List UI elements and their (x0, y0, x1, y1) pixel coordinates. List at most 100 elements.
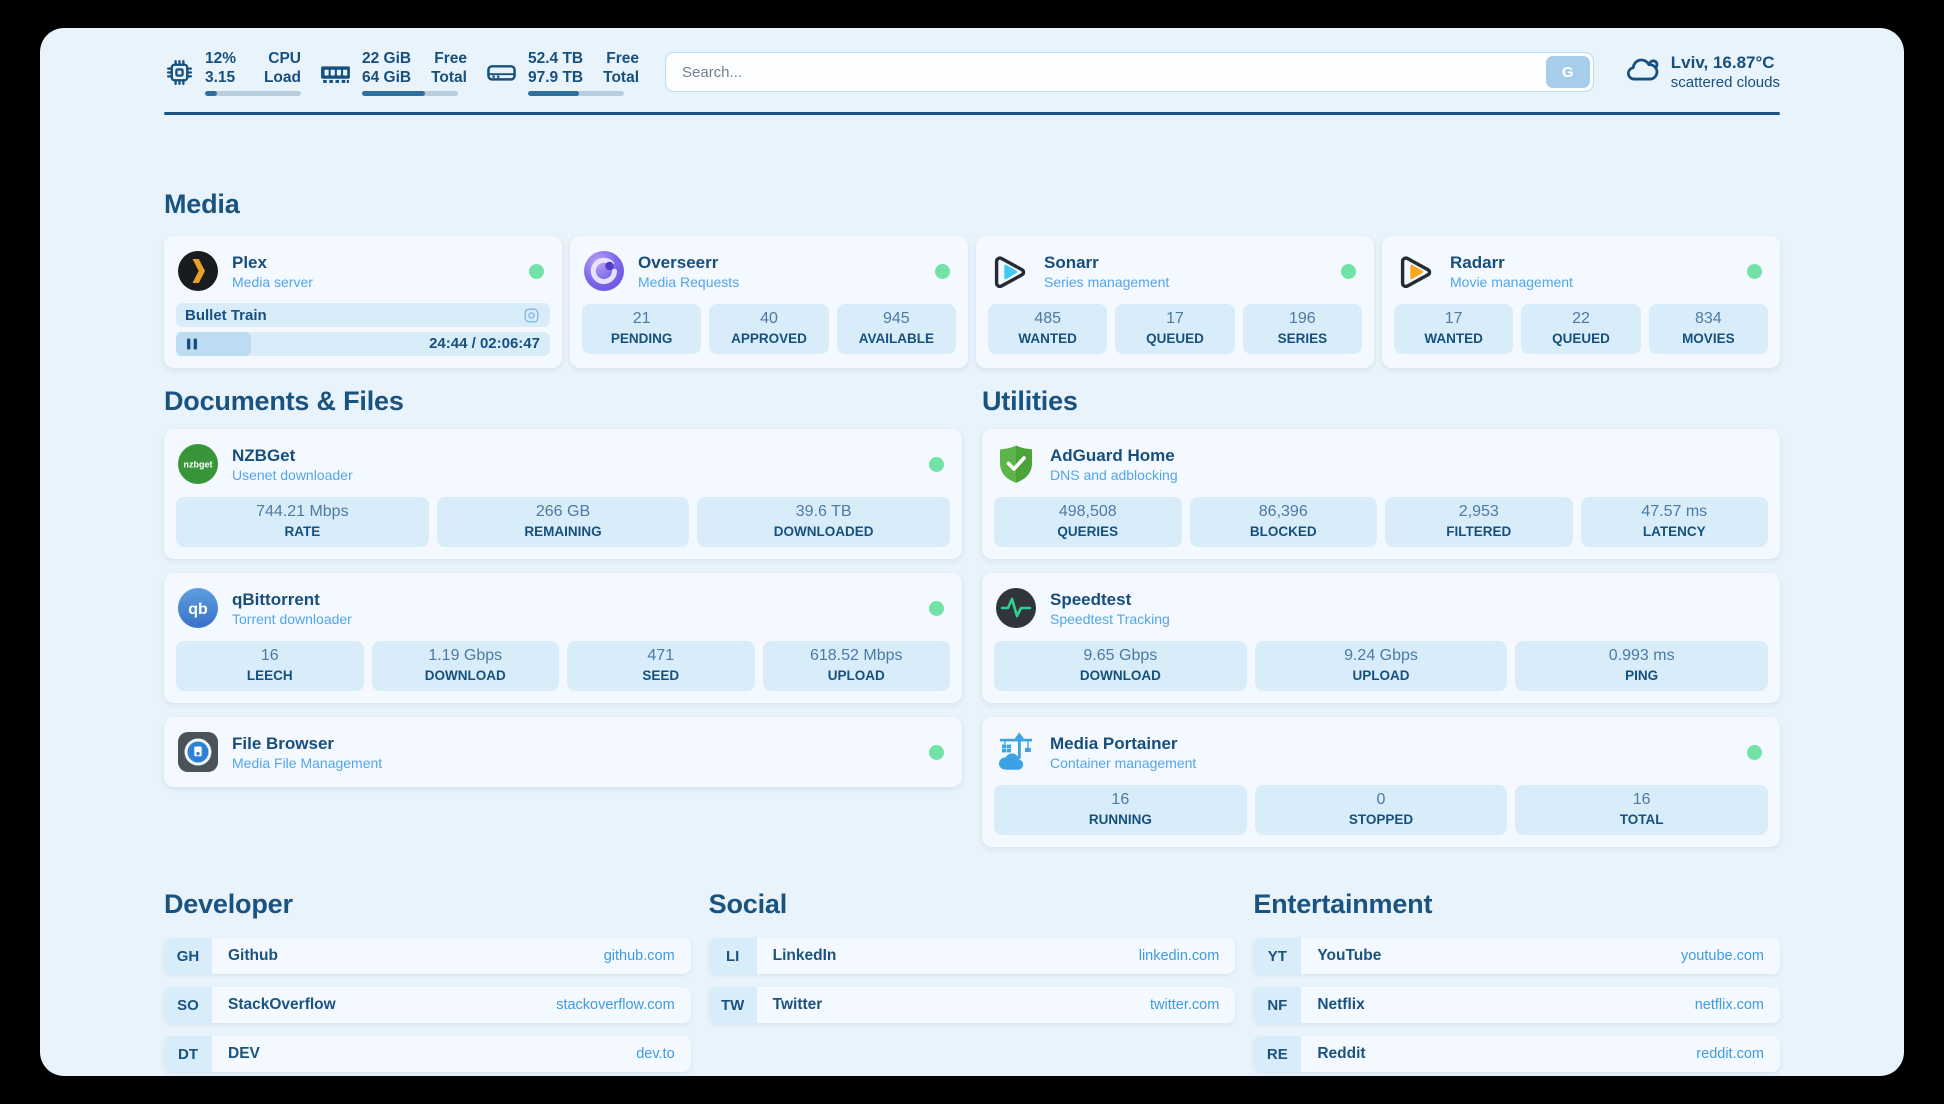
stat-box: 471 SEED (567, 641, 755, 691)
bookmark-abbr: YT (1253, 938, 1302, 974)
bookmark-youtube[interactable]: YT YouTube youtube.com (1253, 938, 1780, 974)
cpu-load-value: 3.15 (205, 68, 236, 86)
service-card-radarr[interactable]: Radarr Movie management 17 WANTED 22 QUEUE… (1382, 236, 1780, 368)
now-playing-title: Bullet Train (185, 306, 267, 324)
pause-icon (185, 337, 199, 356)
service-card-adguard[interactable]: AdGuard Home DNS and adblocking 498,508 Q… (982, 429, 1780, 559)
cpu-widget: 12% CPU 3.15 Load (164, 49, 301, 96)
stat-box: 86,396 BLOCKED (1189, 497, 1377, 547)
bookmark-twitter[interactable]: TW Twitter twitter.com (708, 987, 1236, 1023)
status-dot (1747, 744, 1762, 760)
cpu-label: CPU (268, 49, 301, 67)
status-dot (1747, 263, 1762, 279)
service-card-overseerr[interactable]: Overseerr Media Requests 21 PENDING 40 APP… (570, 236, 968, 368)
weather-condition: scattered clouds (1670, 74, 1780, 91)
bookmark-domain: youtube.com (1680, 948, 1764, 964)
bookmark-domain: stackoverflow.com (556, 997, 675, 1013)
bookmark-netflix[interactable]: NF Netflix netflix.com (1253, 987, 1780, 1023)
stat-box: 16 TOTAL (1515, 785, 1768, 835)
speedtest-pulse-icon (994, 586, 1038, 630)
stat-box: 9.24 Gbps UPLOAD (1254, 641, 1508, 691)
service-description: Speedtest Tracking (1050, 610, 1170, 627)
stat-box: 17 QUEUED (1115, 304, 1235, 354)
stat-box: 21 PENDING (582, 304, 702, 354)
bookmark-dev[interactable]: DT DEV dev.to (164, 1036, 691, 1072)
disk-total-value: 97.9 TB (527, 68, 584, 86)
disk-total-label: Total (603, 68, 639, 86)
bookmark-linkedin[interactable]: LI LinkedIn linkedin.com (708, 938, 1236, 974)
service-description: DNS and adblocking (1050, 466, 1178, 483)
section-title-entertainment: Entertainment (1253, 889, 1433, 919)
bookmark-domain: netflix.com (1694, 997, 1764, 1013)
service-name: AdGuard Home (1050, 445, 1175, 465)
weather-location: Lviv, 16.87°C (1670, 53, 1775, 72)
overseerr-icon (582, 249, 626, 293)
service-name: Radarr (1450, 252, 1505, 272)
stat-box: 744.21 Mbps RATE (176, 497, 429, 547)
cpu-progress-bar (205, 90, 301, 96)
now-playing-row: Bullet Train (176, 303, 550, 327)
service-description: Usenet downloader (232, 466, 353, 483)
stat-box: 40 APPROVED (709, 304, 829, 354)
memory-total-value: 64 GiB (362, 68, 412, 86)
bookmark-domain: linkedin.com (1138, 948, 1220, 964)
bookmark-abbr: LI (708, 938, 757, 974)
section-title-documents: Documents & Files (164, 386, 404, 416)
bookmark-abbr: TW (708, 987, 757, 1023)
disk-free-value: 52.4 TB (527, 49, 584, 67)
disk-widget: 52.4 TB Free 97.9 TB Total (485, 49, 639, 96)
service-name: qBittorrent (232, 589, 320, 609)
now-playing-view-icon (522, 306, 541, 325)
service-name: Sonarr (1044, 252, 1099, 272)
service-card-nzbget[interactable]: nzbget NZBGet Usenet downloader 744.21 M… (164, 429, 962, 559)
service-card-qbittorrent[interactable]: qb qBittorrent Torrent downloader 16 LEEC… (164, 573, 962, 703)
service-name: File Browser (232, 733, 335, 753)
section-title-media: Media (164, 189, 240, 219)
bookmark-abbr: DT (164, 1036, 212, 1072)
system-widgets: 12% CPU 3.15 Load (164, 49, 639, 96)
svg-text:qb: qb (188, 601, 208, 618)
section-title-utilities: Utilities (982, 386, 1078, 416)
section-title-social: Social (708, 889, 788, 919)
status-dot (1341, 263, 1356, 279)
search-provider-button[interactable]: G (1545, 56, 1590, 88)
search-input[interactable] (665, 52, 1594, 92)
service-card-speedtest[interactable]: Speedtest Speedtest Tracking 9.65 Gbps DO… (982, 573, 1780, 703)
service-card-portainer[interactable]: Media Portainer Container management 16 R… (982, 717, 1780, 847)
topbar-divider (164, 112, 1780, 115)
stat-box: 834 MOVIES (1648, 304, 1768, 354)
stat-box: 47.57 ms LATENCY (1580, 497, 1768, 547)
stat-box: 39.6 TB DOWNLOADED (697, 497, 950, 547)
section-title-developer: Developer (164, 889, 293, 919)
bookmark-github[interactable]: GH Github github.com (164, 938, 691, 974)
disk-progress-bar (527, 90, 624, 96)
service-description: Media File Management (232, 754, 383, 771)
service-card-sonarr[interactable]: Sonarr Series management 485 WANTED 17 QUE… (976, 236, 1374, 368)
bookmark-name: DEV (228, 1045, 260, 1062)
disk-free-label: Free (606, 49, 639, 67)
stat-box: 945 AVAILABLE (836, 304, 956, 354)
bookmark-domain: dev.to (636, 1046, 675, 1062)
service-name: Overseerr (638, 252, 719, 272)
service-description: Container management (1050, 754, 1197, 771)
bookmark-abbr: NF (1253, 987, 1302, 1023)
service-card-filebrowser[interactable]: File Browser Media File Management (164, 717, 962, 787)
bookmark-reddit[interactable]: RE Reddit reddit.com (1253, 1036, 1780, 1072)
bookmark-abbr: RE (1253, 1036, 1302, 1072)
weather-widget: Lviv, 16.87°C scattered clouds (1624, 51, 1780, 93)
bookmark-name: Github (228, 947, 278, 964)
bookmark-stackoverflow[interactable]: SO StackOverflow stackoverflow.com (164, 987, 691, 1023)
service-card-plex[interactable]: Plex Media server Bullet Train (164, 236, 562, 368)
now-playing-progress: 24:44 / 02:06:47 (176, 332, 550, 356)
stat-box: 17 WANTED (1394, 304, 1514, 354)
portainer-crane-icon (994, 730, 1038, 774)
stat-box: 266 GB REMAINING (436, 497, 690, 547)
memory-free-label: Free (434, 49, 467, 67)
filebrowser-icon (176, 730, 220, 774)
service-description: Torrent downloader (232, 610, 352, 627)
hard-drive-icon (485, 56, 518, 89)
bookmark-name: Netflix (1317, 996, 1365, 1013)
search-bar: G (665, 52, 1594, 92)
status-dot (929, 456, 944, 472)
section-entertainment: Entertainment YT YouTube youtube.com NF … (1253, 889, 1780, 1076)
